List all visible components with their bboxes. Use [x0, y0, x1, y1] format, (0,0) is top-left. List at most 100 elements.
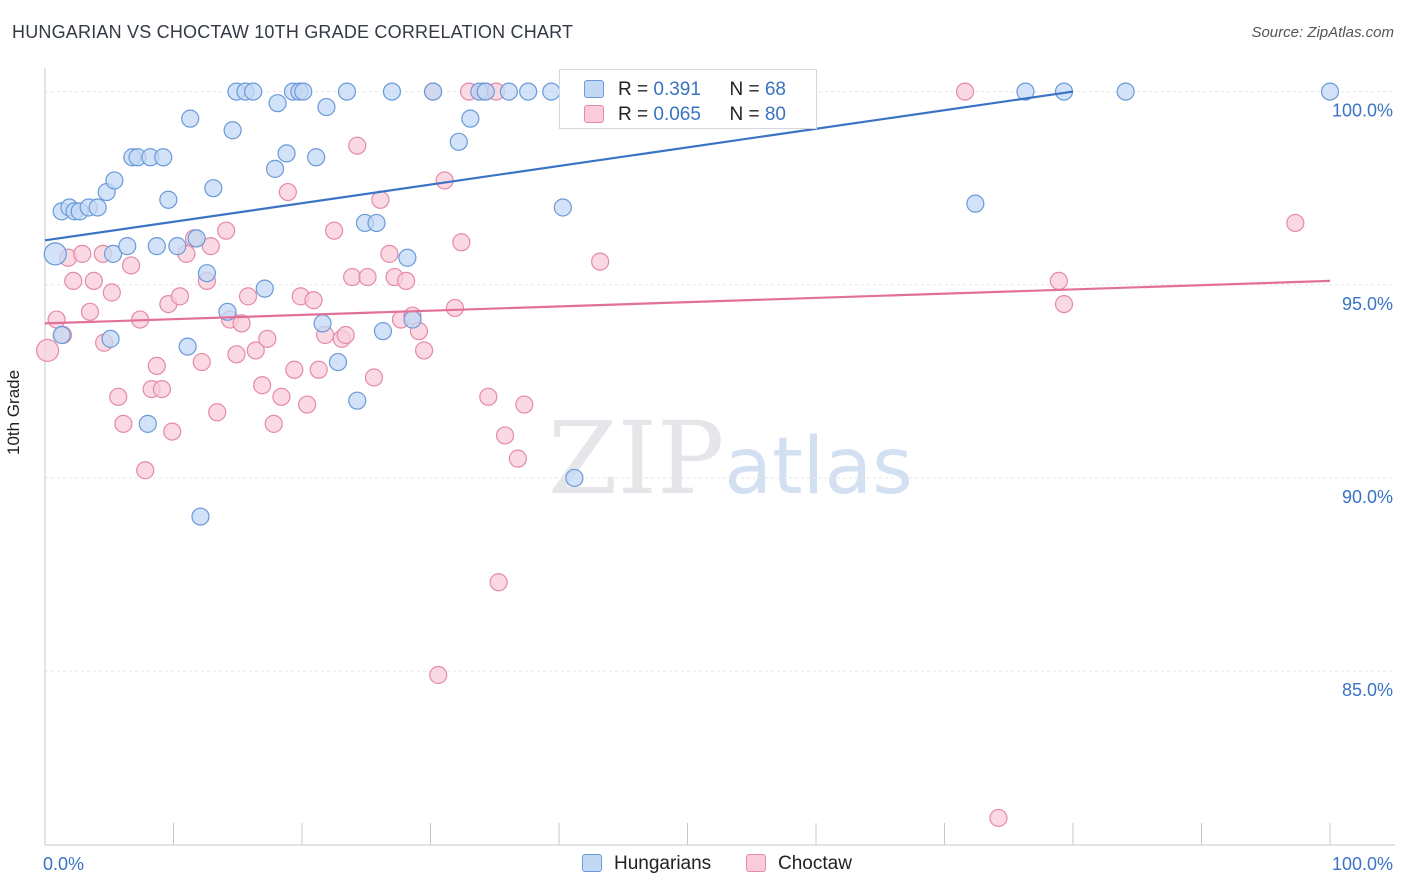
hungarian-point: [295, 83, 312, 100]
choctaw-point: [446, 299, 463, 316]
legend-text: R = 0.391 N = 68: [618, 79, 786, 101]
legend-text: R = 0.065 N = 80: [618, 104, 786, 126]
choctaw-point: [326, 222, 343, 239]
hungarian-point: [169, 238, 186, 255]
hungarian-point: [1117, 83, 1134, 100]
bottom-legend-label: Choctaw: [778, 853, 852, 875]
choctaw-point: [164, 423, 181, 440]
choctaw-point: [337, 327, 354, 344]
hungarian-point: [520, 83, 537, 100]
hungarian-point: [329, 354, 346, 371]
choctaw-point: [349, 137, 366, 154]
legend-swatch-blue: [584, 80, 604, 98]
hungarian-point: [543, 83, 560, 100]
choctaw-point: [85, 272, 102, 289]
hungarian-point: [500, 83, 517, 100]
choctaw-point: [74, 245, 91, 262]
choctaw-point: [81, 303, 98, 320]
stats-legend: R = 0.391 N = 68 R = 0.065 N = 80: [559, 69, 817, 129]
legend-n-label: N =: [729, 79, 764, 100]
choctaw-points: [37, 83, 1304, 826]
choctaw-point: [110, 388, 127, 405]
choctaw-point: [1050, 272, 1067, 289]
choctaw-point: [497, 427, 514, 444]
choctaw-point: [37, 339, 59, 361]
bottom-legend-swatch-pink: [746, 854, 766, 872]
choctaw-point: [123, 257, 140, 274]
choctaw-point: [416, 342, 433, 359]
hungarian-point: [338, 83, 355, 100]
x-tick-label-min: 0.0%: [43, 854, 84, 874]
choctaw-point: [436, 172, 453, 189]
hungarian-point: [205, 180, 222, 197]
hungarian-point: [554, 199, 571, 216]
tick-labels: 85.0% 90.0% 95.0% 100.0% 0.0% 100.0%: [43, 101, 1393, 874]
hungarian-point: [160, 191, 177, 208]
bottom-legend-swatch-blue: [582, 854, 602, 872]
legend-r-value: 0.391: [653, 79, 701, 100]
legend-swatch-pink: [584, 105, 604, 123]
choctaw-point: [359, 269, 376, 286]
hungarian-point: [44, 243, 66, 265]
choctaw-point: [509, 450, 526, 467]
choctaw-point: [381, 245, 398, 262]
choctaw-point: [365, 369, 382, 386]
hungarian-point: [349, 392, 366, 409]
hungarian-point: [308, 149, 325, 166]
hungarian-point: [53, 327, 70, 344]
choctaw-point: [193, 354, 210, 371]
hungarian-point: [267, 160, 284, 177]
bottom-legend-label: Hungarians: [614, 853, 711, 875]
choctaw-point: [1056, 296, 1073, 313]
legend-r-label: R =: [618, 104, 653, 125]
hungarian-point: [155, 149, 172, 166]
choctaw-point: [218, 222, 235, 239]
choctaw-point: [957, 83, 974, 100]
hungarian-point: [245, 83, 262, 100]
choctaw-point: [228, 346, 245, 363]
hungarian-point: [318, 99, 335, 116]
hungarian-point: [374, 323, 391, 340]
choctaw-point: [398, 272, 415, 289]
hungarian-point: [198, 265, 215, 282]
choctaw-point: [286, 361, 303, 378]
choctaw-point: [265, 415, 282, 432]
choctaw-point: [171, 288, 188, 305]
choctaw-point: [453, 234, 470, 251]
hungarian-point: [477, 83, 494, 100]
grid-lines: [45, 92, 1395, 672]
hungarian-point: [404, 311, 421, 328]
choctaw-point: [305, 292, 322, 309]
trend-line-choctaw: [45, 281, 1330, 324]
choctaw-point: [240, 288, 257, 305]
hungarian-point: [89, 199, 106, 216]
y-tick-label: 100.0%: [1332, 101, 1393, 121]
choctaw-point: [48, 311, 65, 328]
choctaw-point: [254, 377, 271, 394]
hungarian-points: [44, 83, 1338, 525]
hungarian-point: [148, 238, 165, 255]
y-tick-label: 85.0%: [1342, 680, 1393, 700]
hungarian-point: [278, 145, 295, 162]
choctaw-point: [153, 381, 170, 398]
legend-r-label: R =: [618, 79, 653, 100]
legend-n-value: 68: [765, 79, 786, 100]
choctaw-point: [279, 184, 296, 201]
hungarian-point: [188, 230, 205, 247]
hungarian-point: [119, 238, 136, 255]
choctaw-point: [209, 404, 226, 421]
hungarian-point: [566, 469, 583, 486]
hungarian-point: [182, 110, 199, 127]
hungarian-point: [224, 122, 241, 139]
hungarian-point: [102, 330, 119, 347]
hungarian-point: [106, 172, 123, 189]
hungarian-point: [967, 195, 984, 212]
choctaw-point: [344, 269, 361, 286]
choctaw-point: [259, 330, 276, 347]
choctaw-point: [372, 191, 389, 208]
hungarian-point: [314, 315, 331, 332]
hungarian-point: [256, 280, 273, 297]
choctaw-point: [137, 462, 154, 479]
hungarian-point: [462, 110, 479, 127]
y-tick-label: 90.0%: [1342, 487, 1393, 507]
